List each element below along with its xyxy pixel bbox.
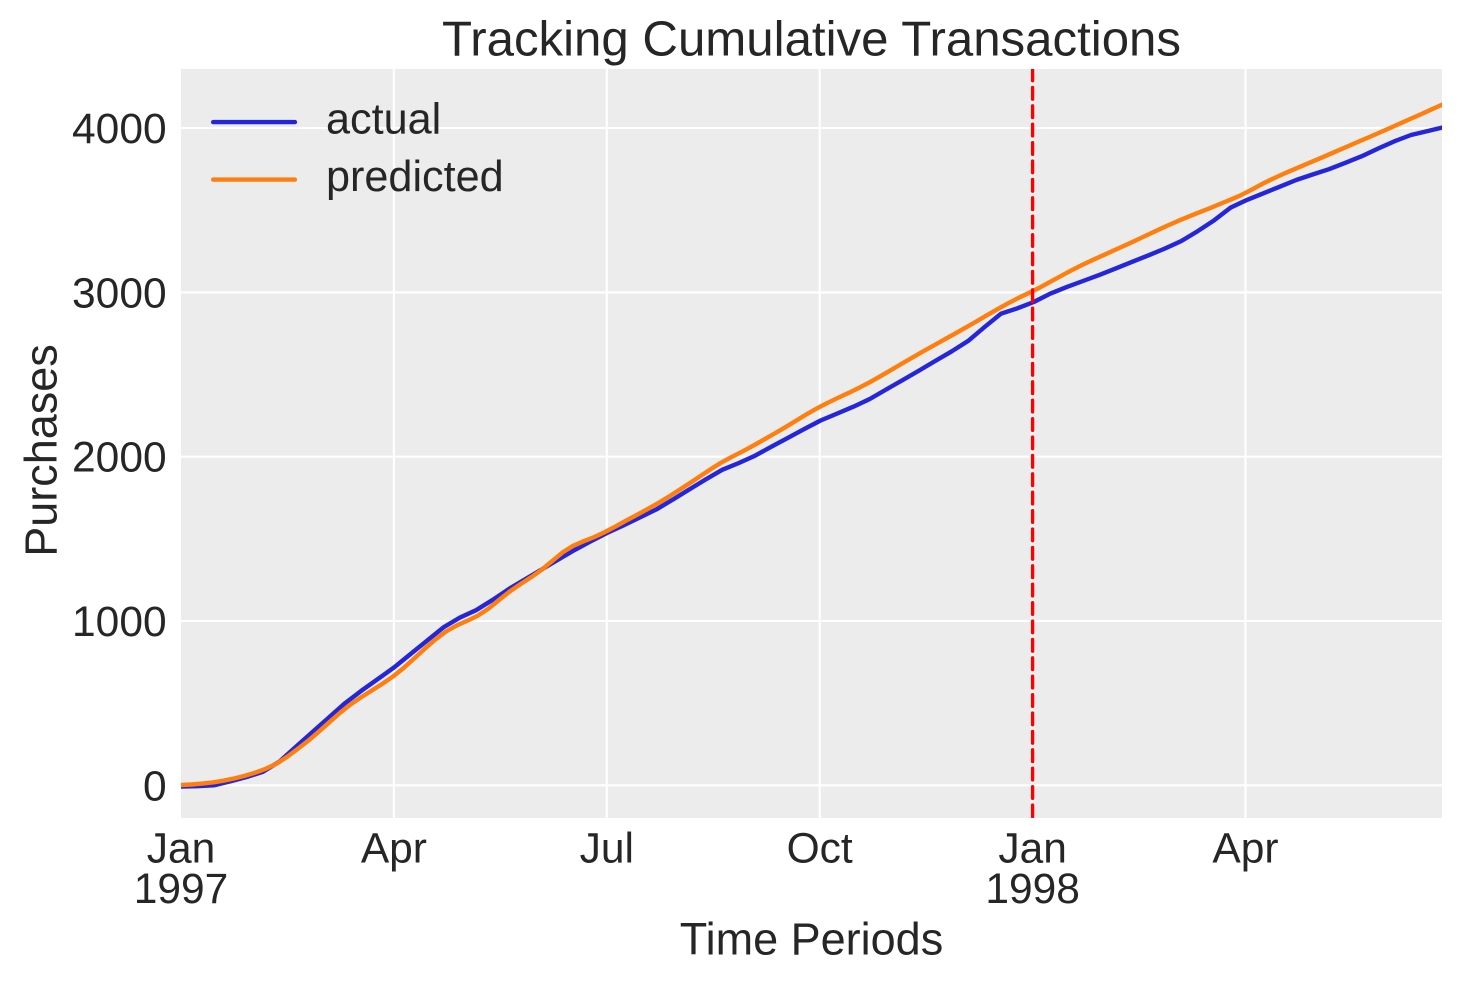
svg-text:Time Periods: Time Periods: [680, 914, 943, 965]
svg-text:Oct: Oct: [787, 826, 853, 873]
svg-text:Apr: Apr: [1212, 826, 1278, 873]
svg-text:3000: 3000: [72, 270, 167, 317]
svg-text:1998: 1998: [985, 866, 1080, 913]
svg-text:1000: 1000: [72, 599, 167, 646]
svg-text:Jan: Jan: [147, 826, 216, 873]
svg-text:2000: 2000: [72, 435, 167, 482]
svg-text:4000: 4000: [72, 106, 167, 153]
svg-text:Tracking Cumulative Transactio: Tracking Cumulative Transactions: [442, 12, 1181, 67]
svg-text:0: 0: [143, 763, 167, 810]
svg-text:Apr: Apr: [361, 826, 427, 873]
svg-text:actual: actual: [326, 96, 441, 144]
svg-text:1997: 1997: [134, 866, 229, 913]
svg-text:Jan: Jan: [998, 826, 1067, 873]
svg-text:predicted: predicted: [326, 153, 504, 201]
svg-text:Purchases: Purchases: [16, 344, 67, 557]
svg-text:Jul: Jul: [580, 826, 634, 873]
